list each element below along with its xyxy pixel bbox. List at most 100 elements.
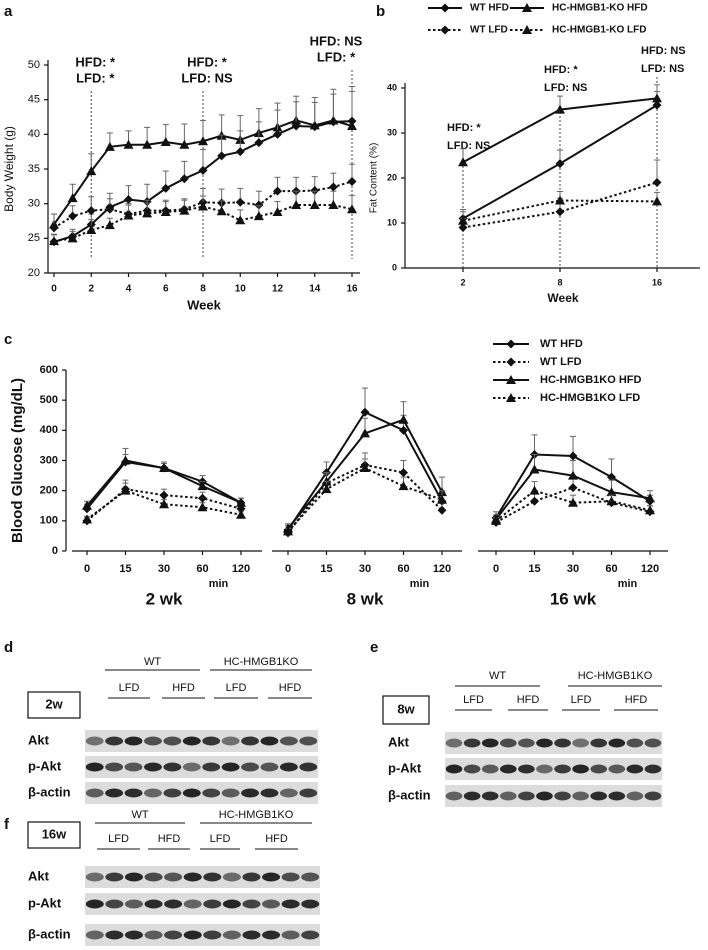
y-tick-label: 30 (387, 127, 397, 137)
row-label: Akt (388, 734, 410, 749)
blot-band (481, 764, 499, 774)
legend-label: HC-HMGB1KO HFD (540, 374, 641, 386)
legend-marker (506, 357, 516, 367)
row-label: p-Akt (388, 760, 422, 775)
data-marker (437, 505, 447, 515)
blot-band (85, 736, 104, 746)
legend-label: WT HFD (470, 3, 509, 14)
blot-band (445, 764, 463, 774)
data-marker (197, 502, 208, 512)
time-box (27, 821, 81, 849)
data-marker (68, 211, 78, 221)
blot-band (124, 762, 143, 772)
row-label: β-actin (28, 784, 71, 799)
panel-label: c (4, 331, 12, 348)
legend-marker (506, 339, 516, 349)
diet-label: LFD (210, 833, 231, 845)
x-tick-label: 60 (196, 563, 208, 575)
data-marker (652, 178, 662, 187)
data-marker (235, 197, 245, 207)
blot-band (85, 899, 104, 909)
annotation: HFD: * (447, 122, 481, 134)
time-label: 2w (45, 696, 63, 711)
blot-band (281, 930, 300, 940)
series-line (495, 489, 651, 522)
data-marker (606, 487, 617, 497)
blot-band (203, 930, 222, 940)
y-tick-label: 0 (392, 262, 397, 272)
data-marker (568, 483, 578, 493)
x-tick-label: 60 (605, 563, 617, 575)
blot-band (222, 930, 241, 940)
blot-band (183, 872, 202, 882)
data-marker (607, 472, 616, 482)
blot-band (124, 930, 143, 940)
blot-band (183, 930, 202, 940)
blot-band (608, 764, 626, 774)
data-marker (67, 233, 78, 243)
y-tick-label: 20 (387, 172, 397, 182)
blot-strip (445, 758, 662, 780)
data-marker (347, 176, 357, 186)
y-axis-label: Body Weight (g) (2, 126, 16, 212)
data-marker (273, 186, 282, 196)
panel-label: a (4, 3, 13, 20)
blot-band (85, 762, 104, 772)
data-marker (568, 451, 578, 461)
series-line (86, 488, 242, 522)
panel-label: d (4, 639, 13, 656)
blot-band (144, 762, 162, 772)
data-marker (49, 236, 59, 246)
blot-strip (445, 785, 662, 807)
legend-marker (440, 25, 450, 35)
data-marker (160, 136, 171, 146)
blot-band (499, 791, 517, 801)
legend-marker (522, 25, 532, 34)
blot-band (85, 788, 104, 798)
data-marker (82, 500, 92, 510)
y-tick-label: 40 (387, 82, 397, 92)
time-label: 16w (42, 826, 67, 841)
blot-band (221, 762, 240, 772)
diet-label: HFD (625, 694, 648, 706)
x-tick-label: 16 (652, 277, 662, 287)
x-tick-label: 15 (528, 563, 540, 575)
blot-band (260, 736, 279, 746)
blot-band (445, 791, 463, 801)
blot-band (203, 899, 222, 909)
data-marker (123, 210, 134, 220)
data-marker (458, 215, 468, 225)
row-label: p-Akt (28, 895, 62, 910)
data-marker (310, 185, 320, 195)
time-box (382, 695, 430, 725)
legend-label: WT LFD (470, 25, 508, 36)
data-marker (160, 206, 171, 216)
data-marker (159, 499, 169, 509)
series-line (86, 489, 242, 521)
blot-strip (85, 893, 320, 915)
y-tick-label: 30 (28, 198, 40, 210)
data-marker (347, 204, 357, 214)
blot-strip (85, 730, 318, 752)
data-marker (161, 183, 171, 193)
blot-band (554, 738, 571, 748)
legend-marker (506, 375, 516, 384)
panel-title: 16 wk (550, 589, 597, 608)
data-marker (120, 455, 131, 465)
x-tick-label: 8 (557, 277, 562, 287)
panel-title: 8 wk (347, 589, 384, 608)
blot-band (105, 762, 124, 772)
x-tick-label: 2 (88, 284, 94, 295)
data-marker (645, 505, 655, 515)
blot-band (463, 738, 481, 748)
blot-band (144, 788, 162, 798)
data-marker (179, 174, 189, 184)
data-marker (254, 200, 264, 210)
blot-band (144, 736, 162, 746)
legend-marker (522, 3, 532, 12)
row-label: β-actin (388, 787, 431, 802)
data-marker (321, 484, 332, 494)
data-marker (555, 207, 565, 217)
data-marker (283, 526, 293, 536)
